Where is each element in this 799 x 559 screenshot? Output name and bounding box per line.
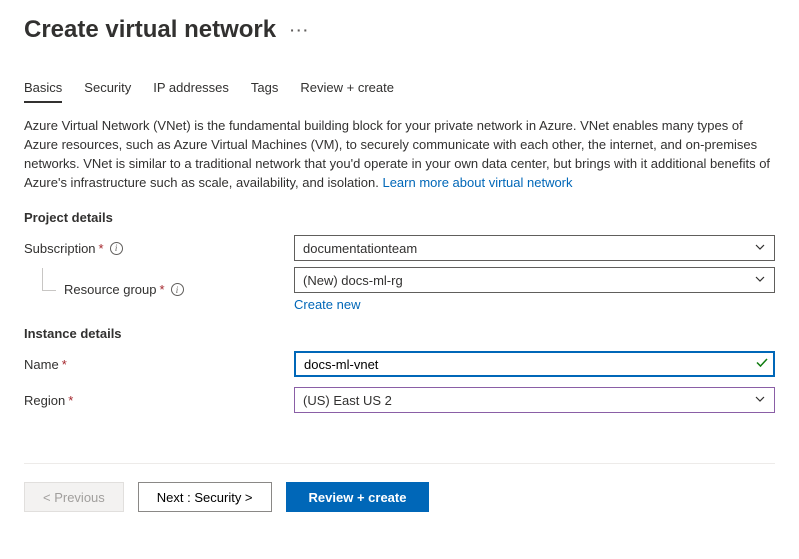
next-button[interactable]: Next : Security > (138, 482, 272, 512)
review-create-button[interactable]: Review + create (286, 482, 430, 512)
label-resource-group-text: Resource group (64, 282, 157, 297)
chevron-down-icon (754, 241, 766, 256)
label-name: Name * (24, 357, 294, 372)
region-value: (US) East US 2 (303, 393, 392, 408)
label-subscription-text: Subscription (24, 241, 96, 256)
previous-button: < Previous (24, 482, 124, 512)
resource-group-value: (New) docs-ml-rg (303, 273, 403, 288)
label-region: Region * (24, 393, 294, 408)
check-icon (755, 356, 769, 373)
label-name-text: Name (24, 357, 59, 372)
learn-more-link[interactable]: Learn more about virtual network (382, 175, 572, 190)
resource-group-dropdown[interactable]: (New) docs-ml-rg (294, 267, 775, 293)
required-marker: * (68, 393, 73, 408)
description: Azure Virtual Network (VNet) is the fund… (24, 117, 775, 192)
row-region: Region * (US) East US 2 (24, 387, 775, 413)
label-subscription: Subscription * i (24, 241, 294, 256)
footer: < Previous Next : Security > Review + cr… (24, 463, 775, 512)
tabs: Basics Security IP addresses Tags Review… (24, 74, 775, 103)
chevron-down-icon (754, 393, 766, 408)
name-input[interactable] (294, 351, 775, 377)
required-marker: * (62, 357, 67, 372)
chevron-down-icon (754, 273, 766, 288)
tab-security[interactable]: Security (84, 74, 131, 103)
page-title: Create virtual network ··· (24, 16, 775, 44)
tab-review-create[interactable]: Review + create (300, 74, 394, 103)
info-icon[interactable]: i (171, 283, 184, 296)
section-project-details: Project details (24, 210, 775, 225)
required-marker: * (99, 241, 104, 256)
tab-tags[interactable]: Tags (251, 74, 278, 103)
info-icon[interactable]: i (110, 242, 123, 255)
label-region-text: Region (24, 393, 65, 408)
more-icon[interactable]: ··· (290, 22, 310, 38)
tab-basics[interactable]: Basics (24, 74, 62, 103)
create-new-link[interactable]: Create new (294, 297, 360, 312)
row-name: Name * (24, 351, 775, 377)
section-instance-details: Instance details (24, 326, 775, 341)
subscription-value: documentationteam (303, 241, 417, 256)
row-resource-group: Resource group * i (New) docs-ml-rg Crea… (24, 267, 775, 312)
tab-ip-addresses[interactable]: IP addresses (153, 74, 229, 103)
subscription-dropdown[interactable]: documentationteam (294, 235, 775, 261)
region-dropdown[interactable]: (US) East US 2 (294, 387, 775, 413)
required-marker: * (160, 282, 165, 297)
label-resource-group: Resource group * i (24, 282, 294, 297)
page-title-text: Create virtual network (24, 16, 276, 44)
row-subscription: Subscription * i documentationteam (24, 235, 775, 261)
